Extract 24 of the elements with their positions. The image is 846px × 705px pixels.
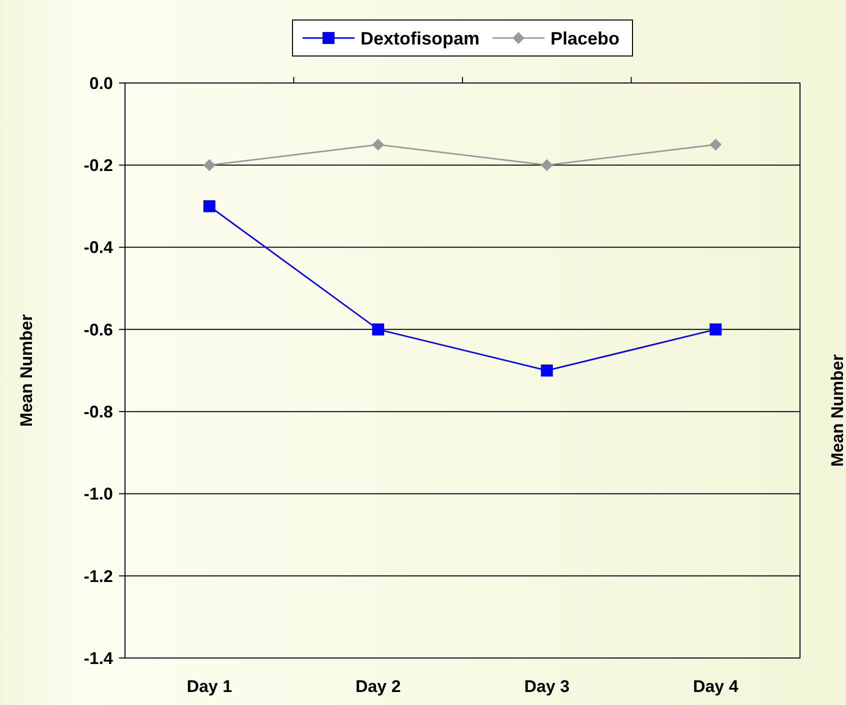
legend-label: Placebo (550, 28, 620, 48)
y-tick-label: -1.4 (84, 648, 114, 668)
point (710, 323, 722, 336)
point (203, 200, 216, 212)
point (372, 323, 384, 336)
point (372, 138, 384, 151)
x-tick-label: Day 1 (186, 677, 232, 696)
y-tick-label: -0.8 (84, 402, 113, 422)
y-tick-label: -1.2 (84, 566, 113, 586)
y-tick-label: -0.6 (84, 320, 113, 340)
x-tick-label: Day 4 (692, 677, 739, 696)
y-tick-label: -1.0 (84, 484, 113, 504)
point (203, 159, 216, 172)
y-tick-label: -0.2 (84, 156, 113, 176)
y2-axis-title: Mean Number (828, 354, 846, 467)
x-tick-label: Day 3 (524, 677, 570, 696)
point (540, 364, 553, 376)
y-tick-label: 0.0 (89, 74, 113, 93)
y-axis-title: Mean Number (17, 314, 36, 427)
y-tick-label: -0.4 (84, 238, 114, 258)
x-tick-label: Day 2 (355, 677, 401, 696)
point (710, 138, 722, 151)
legend-label: Dextofisopam (360, 28, 480, 48)
point (540, 159, 553, 172)
